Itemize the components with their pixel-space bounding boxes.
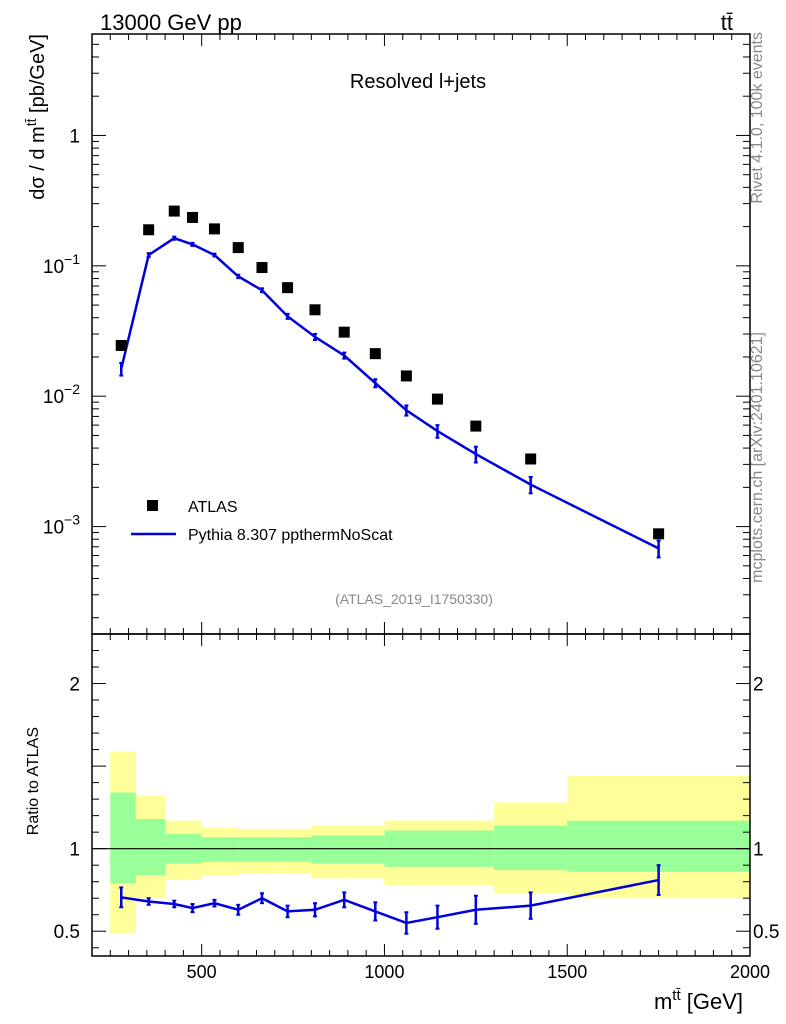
x-tick-label: 1000 [364,962,404,982]
atlas-data-point [282,282,294,294]
x-axis-title-after: [GeV] [681,989,743,1014]
legend-mc-label: Pythia 8.307 ppthermNoScat [188,527,393,544]
atlas-data-point [431,393,443,405]
atlas-data-point [309,304,321,316]
ratio-band-inner [201,837,239,862]
y-tick-label-ratio-right: 2 [753,675,764,696]
atlas-data-point [115,339,127,351]
y-axis-title-before: dσ / d m [27,126,49,199]
ratio-band-inner [135,818,166,876]
y-tick-label-ratio-left: 0.5 [54,922,80,943]
y-axis-title-sup: tt̄ [23,118,39,126]
y-tick-label-main: 10−3 [43,512,80,539]
mc-line-ratio [121,878,659,925]
plot-title: Resolved l+jets [350,71,486,93]
atlas-data-point [168,205,180,217]
y-tick-label-ratio-right: 0.5 [753,922,779,943]
atlas-data-point [187,211,199,223]
legend-atlas-marker [147,500,158,511]
y-axis-title-ratio: Ratio to ATLAS [25,727,42,835]
ratio-band-inner [238,837,275,862]
y-axis-title-after: [pb/GeV] [27,34,49,119]
y-tick-label-base: 10 [43,518,64,539]
x-axis-title-sup: tt̄ [672,987,681,1004]
x-tick-label: 1500 [547,962,587,982]
y-tick-label-exp: −2 [64,381,80,397]
x-tick-label: 500 [187,962,217,982]
y-tick-label-main: 10−2 [43,381,80,408]
ratio-band-inner [494,825,568,871]
y-axis-title-main: dσ / d mtt̄ [pb/GeV] [23,34,49,200]
atlas-data-point [256,262,268,274]
rivet-version-label: Rivet 4.1.0, 100k events [749,32,766,204]
y-tick-label-exp: −3 [64,512,80,528]
atlas-data-point [653,528,665,540]
y-tick-label-ratio-left: 1 [69,840,80,861]
energy-label: 13000 GeV pp [100,10,242,35]
y-tick-label-main: 10−1 [43,251,80,278]
atlas-data-point [232,242,244,254]
atlas-data-point [208,223,220,235]
ratio-bands [92,751,750,933]
y-tick-label-exp: −1 [64,251,80,267]
y-tick-label-base: 10 [43,387,64,408]
x-axis-title-before: m [654,989,672,1014]
y-tick-label-base: 10 [43,257,64,278]
process-label: tt̄ [721,10,733,35]
legend-atlas-label: ATLAS [188,499,238,516]
atlas-data-point [369,348,381,360]
x-axis-title: mtt̄ [GeV] [654,987,743,1014]
y-tick-label-ratio-left: 2 [69,675,80,696]
source-label: mcplots.cern.ch [arXiv:2401.10621] [749,332,766,583]
mc-lines [119,235,661,935]
mc-line-main [120,236,660,550]
atlas-data-point [470,420,482,432]
ratio-band-inner [110,792,136,884]
atlas-data-point [525,453,537,465]
ratio-band-inner [567,820,750,872]
atlas-data-point [400,370,412,382]
y-tick-label-ratio-right: 1 [753,840,764,861]
ratio-band-inner [274,837,312,862]
y-tick-label-base: 1 [69,126,80,147]
atlas-data-point [338,326,350,338]
atlas-data-point [143,224,155,236]
analysis-id: (ATLAS_2019_I1750330) [335,591,493,607]
y-tick-label-main: 1 [69,126,80,147]
x-tick-label: 2000 [730,962,770,982]
data-marks [115,205,665,540]
ratio-band-inner [311,835,385,864]
